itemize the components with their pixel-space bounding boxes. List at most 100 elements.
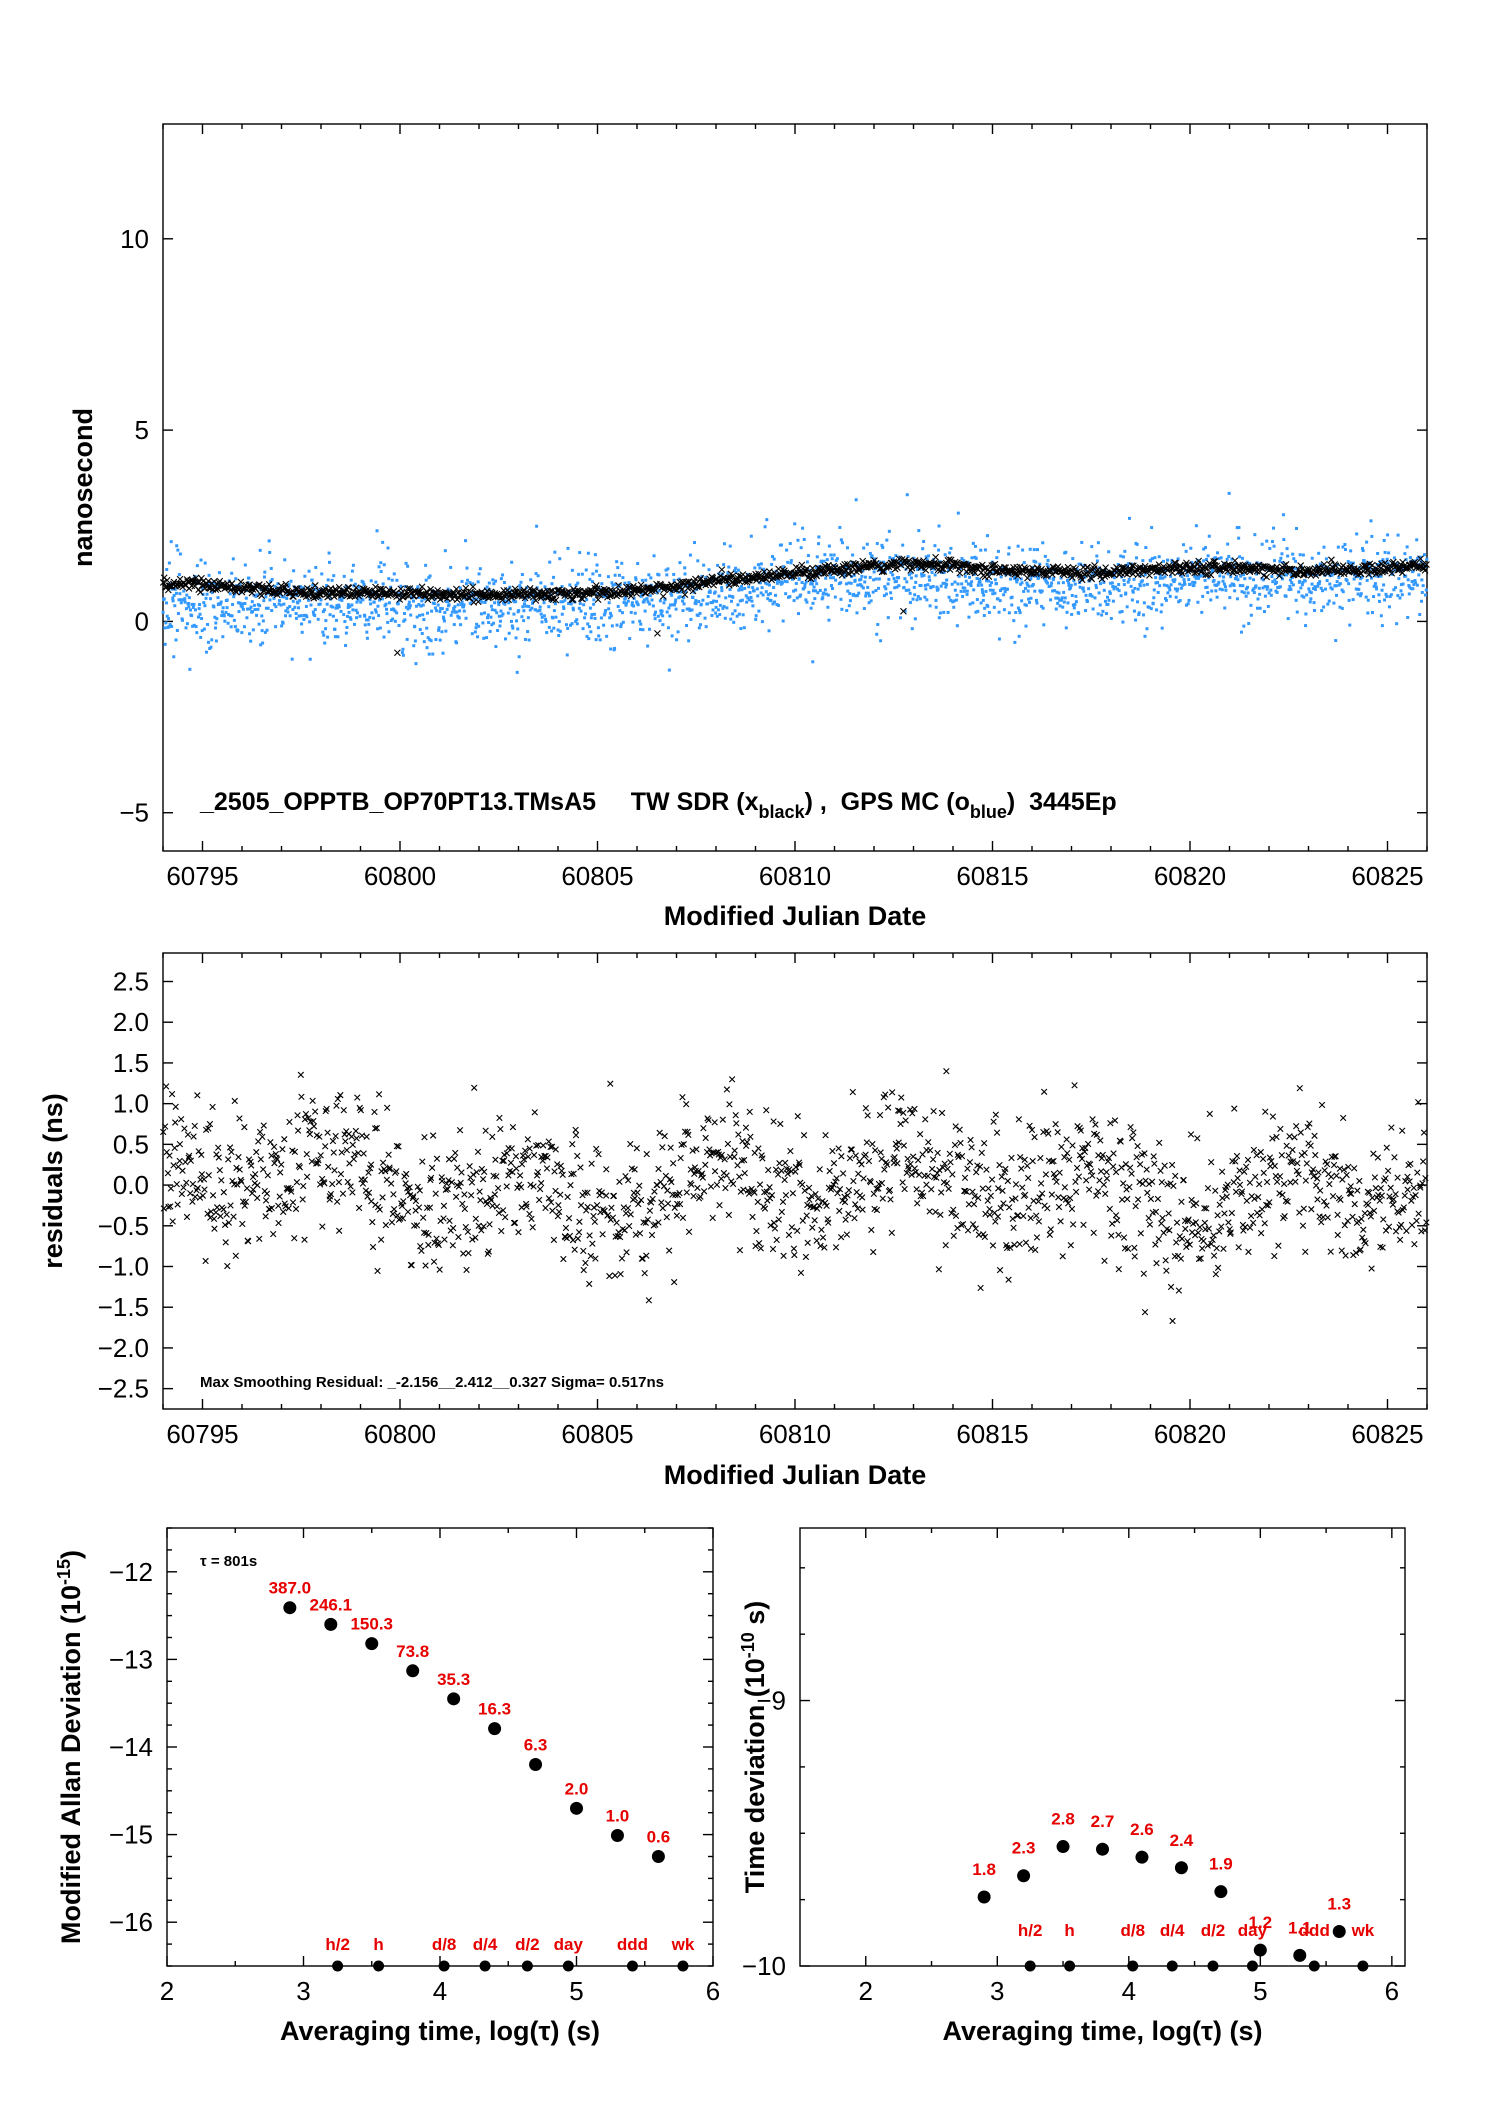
phase-point-gps bbox=[452, 608, 456, 612]
phase-point-gps bbox=[333, 635, 337, 639]
phase-point-gps bbox=[620, 611, 624, 615]
phase-point-gps bbox=[711, 608, 715, 612]
phase-point-gps bbox=[598, 638, 602, 642]
resid-point bbox=[493, 1203, 501, 1210]
resid-point bbox=[926, 1147, 934, 1154]
phase-point-tw bbox=[543, 593, 550, 601]
phase-point-gps bbox=[272, 596, 276, 600]
phase-point-gps bbox=[1001, 566, 1005, 570]
phase-point-gps bbox=[1242, 591, 1246, 595]
phase-point-gps bbox=[855, 594, 859, 598]
phase-point-gps bbox=[877, 577, 881, 581]
resid-point bbox=[348, 1133, 355, 1140]
phase-point-gps bbox=[835, 557, 839, 561]
resid-point bbox=[961, 1174, 969, 1181]
phase-point-gps bbox=[311, 610, 315, 614]
phase-point-gps bbox=[1380, 624, 1384, 628]
phase-point-gps bbox=[210, 638, 214, 642]
resid-point bbox=[911, 1105, 918, 1113]
phase-point-gps bbox=[838, 525, 842, 529]
phase-point-gps bbox=[1143, 573, 1147, 577]
phase-point-gps bbox=[696, 559, 700, 563]
phase-point-gps bbox=[756, 563, 760, 567]
resid-point bbox=[294, 1112, 301, 1119]
resid-point bbox=[582, 1259, 589, 1267]
resid-point bbox=[334, 1095, 342, 1103]
phase-point-gps bbox=[268, 598, 272, 602]
resid-point bbox=[718, 1175, 725, 1182]
phase-point-gps bbox=[666, 567, 670, 571]
resid-point bbox=[1069, 1221, 1077, 1228]
phase-point-gps bbox=[260, 614, 264, 618]
resid-point bbox=[606, 1272, 613, 1280]
phase-point-gps bbox=[865, 591, 869, 595]
resid-point bbox=[1025, 1204, 1032, 1211]
phase-point-gps bbox=[433, 598, 437, 602]
phase-point-gps bbox=[1246, 591, 1250, 595]
resid-point bbox=[577, 1202, 585, 1209]
phase-point-gps bbox=[1084, 593, 1088, 597]
resid-point bbox=[622, 1173, 629, 1180]
phase-point-gps bbox=[319, 598, 323, 602]
resid-point bbox=[259, 1166, 267, 1173]
phase-point-gps bbox=[860, 584, 864, 588]
resid-point bbox=[855, 1170, 862, 1177]
phase-point-gps bbox=[634, 576, 638, 580]
phase-point-gps bbox=[1382, 583, 1386, 587]
resid-point bbox=[672, 1191, 679, 1199]
phase-point-gps bbox=[333, 627, 337, 631]
phase-point-gps bbox=[332, 574, 336, 578]
phase-point-gps bbox=[1147, 605, 1151, 609]
resid-point bbox=[516, 1172, 524, 1179]
phase-point-gps bbox=[792, 589, 796, 593]
resid-point bbox=[996, 1161, 1003, 1169]
phase-point-gps bbox=[1159, 573, 1163, 577]
phase-point-gps bbox=[280, 624, 284, 628]
phase-point-gps bbox=[343, 619, 347, 623]
phase-point-gps bbox=[712, 599, 716, 603]
phase-point-gps bbox=[228, 592, 232, 596]
resid-point bbox=[452, 1193, 460, 1200]
phase-point-gps bbox=[1088, 592, 1092, 596]
resid-point bbox=[939, 1164, 947, 1171]
phase-point-gps bbox=[526, 630, 530, 634]
resid-point bbox=[660, 1183, 668, 1190]
phase-point-gps bbox=[592, 612, 596, 616]
phase-point-gps bbox=[559, 600, 563, 604]
phase-point-gps bbox=[1324, 587, 1328, 591]
phase-point-gps bbox=[1182, 581, 1186, 585]
phase-point-gps bbox=[487, 620, 491, 624]
resid-point bbox=[608, 1204, 615, 1212]
resid-point bbox=[518, 1161, 526, 1168]
phase-point-gps bbox=[934, 598, 938, 602]
phase-point-gps bbox=[356, 598, 360, 602]
resid-point bbox=[291, 1148, 299, 1155]
phase-point-gps bbox=[1420, 590, 1424, 594]
phase-point-gps bbox=[830, 586, 834, 590]
resid-point bbox=[1035, 1218, 1043, 1225]
phase-point-gps bbox=[1310, 556, 1314, 560]
resid-point bbox=[379, 1159, 387, 1166]
resid-point bbox=[844, 1192, 851, 1199]
phase-point-gps bbox=[586, 551, 590, 555]
phase-point-gps bbox=[1016, 606, 1020, 610]
resid-point bbox=[830, 1181, 837, 1188]
resid-point bbox=[778, 1167, 785, 1174]
resid-point bbox=[904, 1155, 911, 1163]
phase-point-gps bbox=[1252, 591, 1256, 595]
resid-point bbox=[538, 1179, 545, 1187]
phase-point-gps bbox=[1413, 579, 1417, 583]
phase-point-gps bbox=[1369, 519, 1373, 523]
resid-point bbox=[1033, 1234, 1041, 1241]
resid-point bbox=[947, 1159, 954, 1166]
phase-point-gps bbox=[459, 603, 463, 607]
phase-point-gps bbox=[1414, 581, 1418, 585]
phase-point-gps bbox=[554, 615, 558, 619]
resid-point bbox=[222, 1239, 229, 1246]
phase-point-gps bbox=[357, 585, 361, 589]
phase-point-gps bbox=[1038, 562, 1042, 566]
resid-point bbox=[1024, 1174, 1032, 1182]
phase-point-gps bbox=[1308, 590, 1312, 594]
phase-point-gps bbox=[908, 591, 912, 595]
phase-point-gps bbox=[556, 628, 560, 632]
